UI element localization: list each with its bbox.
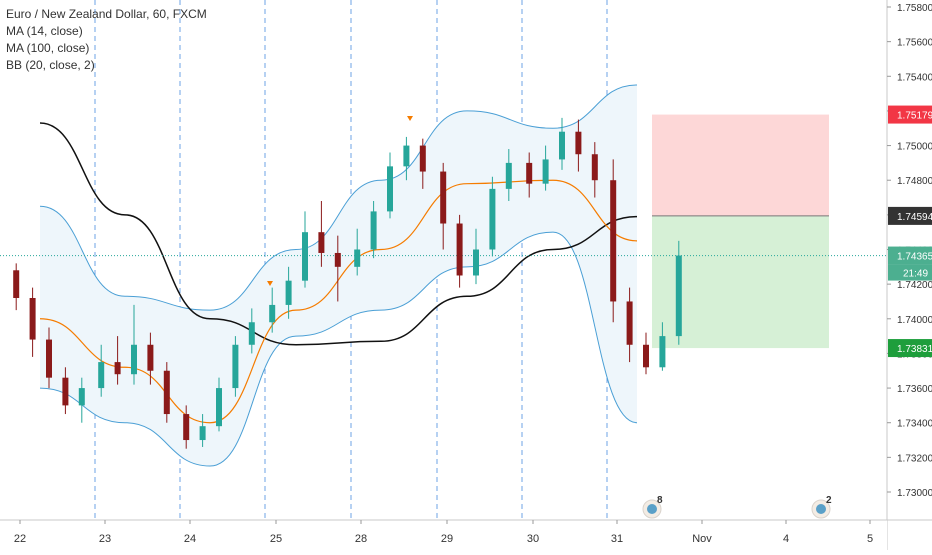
candle-body (403, 145, 410, 167)
stop-price-badge-bg (888, 105, 932, 124)
candle-body (542, 159, 549, 184)
price-tick-label: 1.73200 (897, 453, 932, 464)
signal-marker-icon (407, 116, 413, 121)
candle-body (163, 370, 170, 415)
candle-body (199, 426, 206, 441)
candle-body (643, 344, 649, 368)
event-marker-core (816, 504, 826, 514)
time-tick-label: 5 (867, 533, 873, 545)
legend-symbol-title[interactable]: Euro / New Zealand Dollar, 60, FXCM (6, 7, 207, 21)
stop-price-badge: 1.75179 (897, 111, 932, 122)
candle-body (183, 414, 190, 441)
candle-body (216, 388, 222, 427)
candle-body (659, 336, 666, 368)
price-badges: 1.75179 1.74594 1.74365 21:49 1.73831 (888, 105, 932, 358)
time-tick-label: 28 (355, 533, 367, 545)
candle-body (232, 344, 239, 389)
event-marker-count: 8 (657, 495, 663, 506)
price-tick-label: 1.75800 (897, 3, 932, 14)
ma100-price-badge: 1.74594 (897, 212, 932, 223)
candle-body (147, 344, 154, 371)
candle-body (334, 252, 341, 267)
time-tick-label: 22 (14, 533, 26, 545)
candle-body (610, 180, 617, 302)
candle-body (285, 280, 292, 305)
time-tick-label: 23 (99, 533, 111, 545)
price-tick-label: 1.73400 (897, 419, 932, 430)
event-marker-count: 2 (826, 495, 832, 506)
candle-body (559, 131, 565, 160)
risk-zone[interactable] (652, 114, 829, 216)
time-tick-label: 4 (783, 533, 789, 545)
price-tick-label: 1.74800 (897, 176, 932, 187)
candlesticks (13, 117, 682, 449)
time-tick-label: Nov (692, 533, 712, 545)
target-price-badge: 1.73831 (897, 344, 932, 355)
bb-upper-line (39, 84, 638, 311)
candle-body (13, 270, 20, 298)
price-tick-label: 1.75600 (897, 38, 932, 49)
candle-body (526, 162, 533, 184)
candle-body (626, 301, 633, 345)
candle-body (489, 188, 496, 250)
signal-marker-icon (267, 281, 273, 286)
time-tick-label: 24 (184, 533, 196, 545)
price-tick-label: 1.75000 (897, 142, 932, 153)
price-tick-label: 1.74000 (897, 315, 932, 326)
ma100-line (39, 122, 638, 346)
last-price-badge: 1.74365 (897, 252, 932, 263)
ma14-line (39, 179, 638, 424)
time-axis-bg (0, 520, 887, 550)
candle-body (46, 339, 52, 378)
candle-body (575, 131, 582, 155)
time-tick-label: 31 (611, 533, 623, 545)
price-tick-label: 1.75400 (897, 72, 932, 83)
candle-body (269, 304, 276, 323)
legend-bb[interactable]: BB (20, close, 2) (6, 58, 95, 72)
candle-body (440, 171, 447, 224)
candle-body (370, 211, 377, 250)
chart-legend: Euro / New Zealand Dollar, 60, FXCM MA (… (6, 6, 207, 74)
legend-ma14[interactable]: MA (14, close) (6, 24, 83, 38)
countdown-badge-bg (888, 264, 932, 281)
candle-body (114, 362, 121, 375)
target-price-badge-bg (888, 339, 932, 358)
price-tick-label: 1.73000 (897, 488, 932, 499)
moving-averages (0, 122, 887, 424)
legend-ma100[interactable]: MA (100, close) (6, 41, 90, 55)
time-tick-label: 25 (270, 533, 282, 545)
candle-body (302, 232, 308, 281)
candle-body (354, 249, 361, 267)
time-tick-label: 30 (527, 533, 539, 545)
event-marker-core (647, 504, 657, 514)
candle-body (675, 255, 682, 337)
candle-body (98, 362, 105, 389)
time-tick-label: 29 (441, 533, 453, 545)
candle-body (387, 166, 393, 212)
price-tick-label: 1.73600 (897, 384, 932, 395)
candle-body (419, 145, 426, 172)
position-zones (652, 114, 829, 349)
candle-body (591, 154, 598, 181)
bollinger-bands (39, 84, 638, 467)
last-price-badge-bg (888, 246, 932, 265)
candle-body (456, 223, 463, 276)
candle-body (248, 322, 255, 345)
candle-body (131, 344, 137, 375)
bb-lower-line (39, 231, 638, 467)
candle-body (505, 162, 512, 189)
candle-body (318, 232, 325, 253)
candle-body (29, 298, 36, 340)
bb-fill (40, 84, 637, 467)
candle-body (78, 388, 85, 406)
candle-body (473, 249, 479, 276)
countdown-badge: 21:49 (903, 269, 928, 280)
ma100-price-badge-bg (888, 206, 932, 225)
price-tick-label: 1.74200 (897, 280, 932, 291)
candle-body (62, 377, 69, 406)
